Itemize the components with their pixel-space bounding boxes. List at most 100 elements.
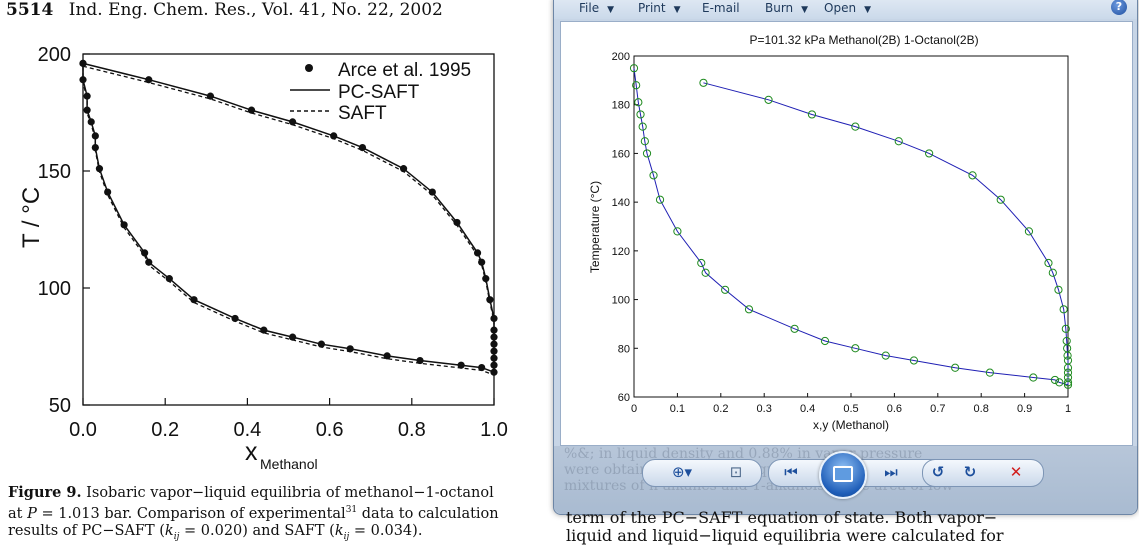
delete-icon[interactable]: ✕ <box>1009 463 1023 481</box>
x-tick-label: 0.3 <box>757 403 772 415</box>
data-point <box>457 361 465 369</box>
caption-k1: k <box>164 522 174 539</box>
x-tick-label: 1 <box>1065 403 1071 415</box>
body-line-2: liquid and liquid−liquid equilibria were… <box>566 526 1004 545</box>
data-point-marker <box>1024 227 1034 236</box>
previous-icon[interactable]: ⏮ <box>784 463 798 481</box>
caption-k1-sub: ij <box>173 531 180 542</box>
caption-line-3c: = 0.034). <box>349 522 423 539</box>
data-point <box>399 165 408 173</box>
data-point <box>490 326 498 334</box>
x-axis-label: x <box>245 438 258 466</box>
x-tick-label: 0.7 <box>930 403 945 415</box>
x-tick-label: 0.8 <box>398 419 426 441</box>
pcsaft-curve <box>82 63 495 373</box>
data-point-marker <box>697 258 706 268</box>
slideshow-button[interactable] <box>819 451 867 499</box>
saft-curve <box>82 65 495 375</box>
data-point-marker <box>807 110 817 119</box>
menu-file[interactable]: File ▼ <box>579 1 614 15</box>
slideshow-icon <box>833 466 853 482</box>
chevron-down-icon: ▼ <box>801 5 809 15</box>
y-tick-label: 150 <box>38 161 71 183</box>
figure-9-chart: 0.0 0.2 0.4 0.6 0.8 1.0 50 100 150 200 Arce et al… <box>18 44 508 472</box>
caption-line-3b: = 0.020) and SAFT ( <box>179 522 335 539</box>
help-icon[interactable]: ? <box>1111 0 1127 15</box>
data-point-marker <box>1044 258 1053 268</box>
zoom-icon[interactable]: ⊕▾ <box>671 463 693 481</box>
data-point <box>490 347 498 355</box>
y-tick-label: 200 <box>612 51 630 63</box>
data-point-marker <box>1054 285 1063 294</box>
data-point-marker <box>851 122 860 131</box>
data-point-marker <box>636 110 645 119</box>
data-point <box>231 314 239 323</box>
menu-open[interactable]: Open ▼ <box>824 1 871 15</box>
toolbar-pill-left <box>642 459 762 487</box>
fit-window-icon[interactable]: ⊡ <box>729 463 743 481</box>
data-point-marker <box>1063 380 1073 389</box>
data-point-marker <box>744 305 754 314</box>
data-point-marker <box>721 285 730 294</box>
data-point <box>428 188 436 196</box>
x-axis-label: x,y (Methanol) <box>813 418 889 432</box>
rotate-cw-icon[interactable]: ↻ <box>963 463 977 481</box>
x-tick-label: 0.4 <box>800 403 815 415</box>
data-point-marker <box>649 171 658 180</box>
plot-frame <box>82 53 495 406</box>
data-point <box>383 352 391 360</box>
data-point <box>260 326 268 334</box>
data-point <box>473 249 482 257</box>
data-point <box>486 296 494 304</box>
curves <box>82 62 495 376</box>
data-point-marker <box>699 78 708 87</box>
photo-viewer-window: File ▼ Print ▼ E-mail Burn ▼ Open ▼ ? P=101.… <box>553 0 1138 515</box>
axis-ticks: 0 0.1 0.2 0.3 0.4 0.5 0.6 0.7 0.8 0.9 160801001201… <box>612 51 1071 415</box>
caption-ref: 31 <box>345 505 358 515</box>
legend-label-pcsaft: PC-SAFT <box>338 82 420 103</box>
caption-line-2b: = 1.013 bar. Comparison of experimental <box>36 505 346 522</box>
data-point-marker <box>925 149 934 158</box>
data-point-marker <box>1063 378 1073 387</box>
data-point <box>87 118 95 126</box>
data-point <box>478 258 486 266</box>
legend: Arce et al. 1995 PC-SAFT SAFT <box>290 60 471 124</box>
data-point-marker <box>790 324 799 333</box>
caption-line-1: Isobaric vapor−liquid equilibria of meth… <box>86 485 494 501</box>
data-point-marker <box>1061 324 1070 333</box>
menu-print[interactable]: Print ▼ <box>638 1 681 15</box>
data-point-marker <box>851 344 860 353</box>
data-point <box>91 132 99 140</box>
data-points <box>79 59 498 376</box>
menu-burn[interactable]: Burn ▼ <box>765 1 808 15</box>
data-point-marker <box>1063 368 1073 377</box>
data-point <box>79 59 87 67</box>
data-point <box>490 354 498 362</box>
data-point-marker <box>894 137 903 146</box>
data-point-marker <box>632 81 641 90</box>
data-points <box>629 64 1073 389</box>
data-point <box>145 258 153 266</box>
y-tick-label: 80 <box>618 343 630 355</box>
chevron-down-icon: ▼ <box>607 5 615 15</box>
menu-email[interactable]: E-mail <box>702 1 740 15</box>
data-point <box>490 314 498 323</box>
data-point <box>247 106 256 114</box>
data-point <box>490 333 498 341</box>
caption-line-2a: at <box>8 505 28 522</box>
x-tick-label: 0.5 <box>843 403 858 415</box>
x-tick-label: 0.0 <box>69 419 97 441</box>
data-point <box>120 221 128 229</box>
data-point-marker <box>909 356 919 365</box>
data-point <box>95 165 104 173</box>
x-tick-label: 0.6 <box>316 419 344 441</box>
data-point <box>141 249 149 257</box>
rotate-ccw-icon[interactable]: ↺ <box>931 463 945 481</box>
x-tick-label: 0.2 <box>151 419 179 441</box>
running-head: 5514 Ind. Eng. Chem. Res., Vol. 41, No. … <box>6 0 443 20</box>
x-axis-label-subscript: Methanol <box>260 456 318 472</box>
next-icon[interactable]: ⏭ <box>884 463 898 481</box>
figure-caption: Figure 9. Isobaric vapor−liquid equilibr… <box>8 484 523 546</box>
plot-frame <box>633 55 1069 398</box>
data-point <box>83 106 91 114</box>
